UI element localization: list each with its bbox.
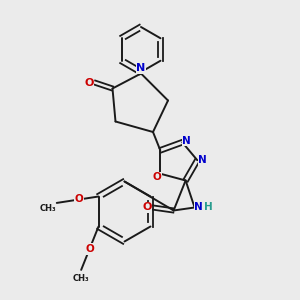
Text: N: N <box>136 63 146 73</box>
Text: N: N <box>194 202 203 212</box>
Text: O: O <box>75 194 83 205</box>
Text: CH₃: CH₃ <box>40 204 56 213</box>
Text: O: O <box>152 172 161 182</box>
Text: N: N <box>198 155 207 165</box>
Text: CH₃: CH₃ <box>73 274 89 284</box>
Text: H: H <box>204 202 213 212</box>
Text: O: O <box>142 202 152 212</box>
Text: N: N <box>182 136 191 146</box>
Text: O: O <box>85 244 94 254</box>
Text: O: O <box>84 77 94 88</box>
